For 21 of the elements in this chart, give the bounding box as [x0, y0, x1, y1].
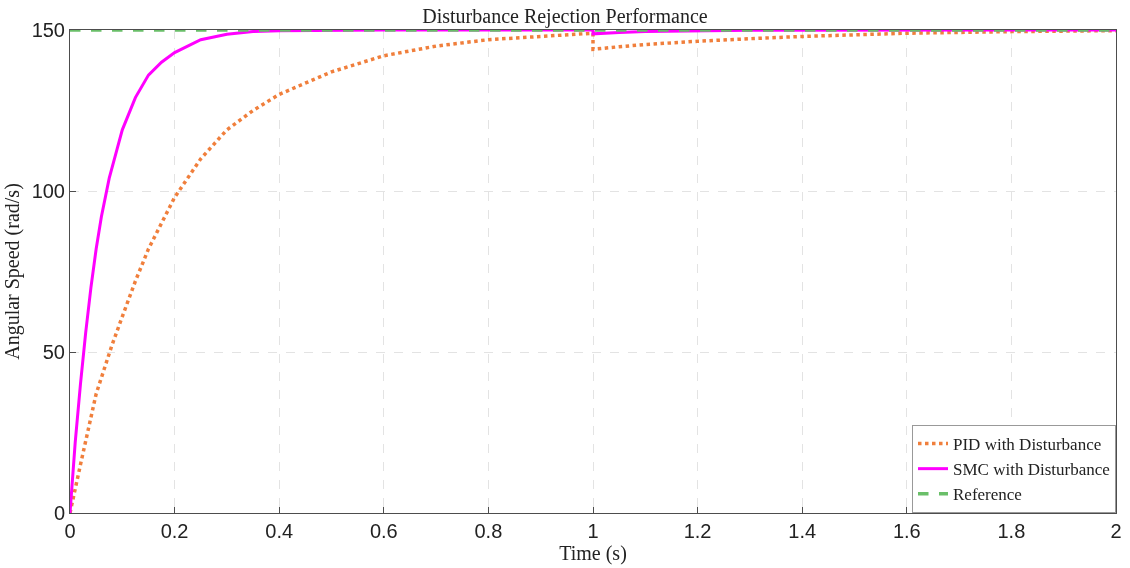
x-tick-label: 1 — [587, 520, 599, 542]
legend-label: Reference — [953, 485, 1022, 505]
chart-title: Disturbance Rejection Performance — [422, 4, 708, 28]
y-tick-label: 50 — [42, 341, 65, 363]
y-axis-title: Angular Speed (rad/s) — [1, 183, 25, 360]
x-axis-title: Time (s) — [559, 542, 627, 565]
y-tick-label: 100 — [31, 180, 65, 202]
x-tick-label: 0.2 — [160, 520, 189, 542]
x-tick-label: 2 — [1110, 520, 1122, 542]
y-tick-label: 0 — [53, 502, 65, 524]
x-tick-label: 1.4 — [788, 520, 817, 542]
line-series — [70, 30, 1116, 513]
x-tick-label: 0.6 — [369, 520, 398, 542]
legend-label: SMC with Disturbance — [953, 460, 1110, 480]
x-tick-label: 1.2 — [683, 520, 712, 542]
x-tick-label: 0.8 — [474, 520, 503, 542]
x-tick-label: 0.4 — [265, 520, 294, 542]
y-tick-label: 150 — [31, 19, 65, 41]
legend-label: PID with Disturbance — [953, 435, 1102, 455]
x-tick-label: 1.6 — [892, 520, 921, 542]
x-tick-label: 1.8 — [997, 520, 1026, 542]
